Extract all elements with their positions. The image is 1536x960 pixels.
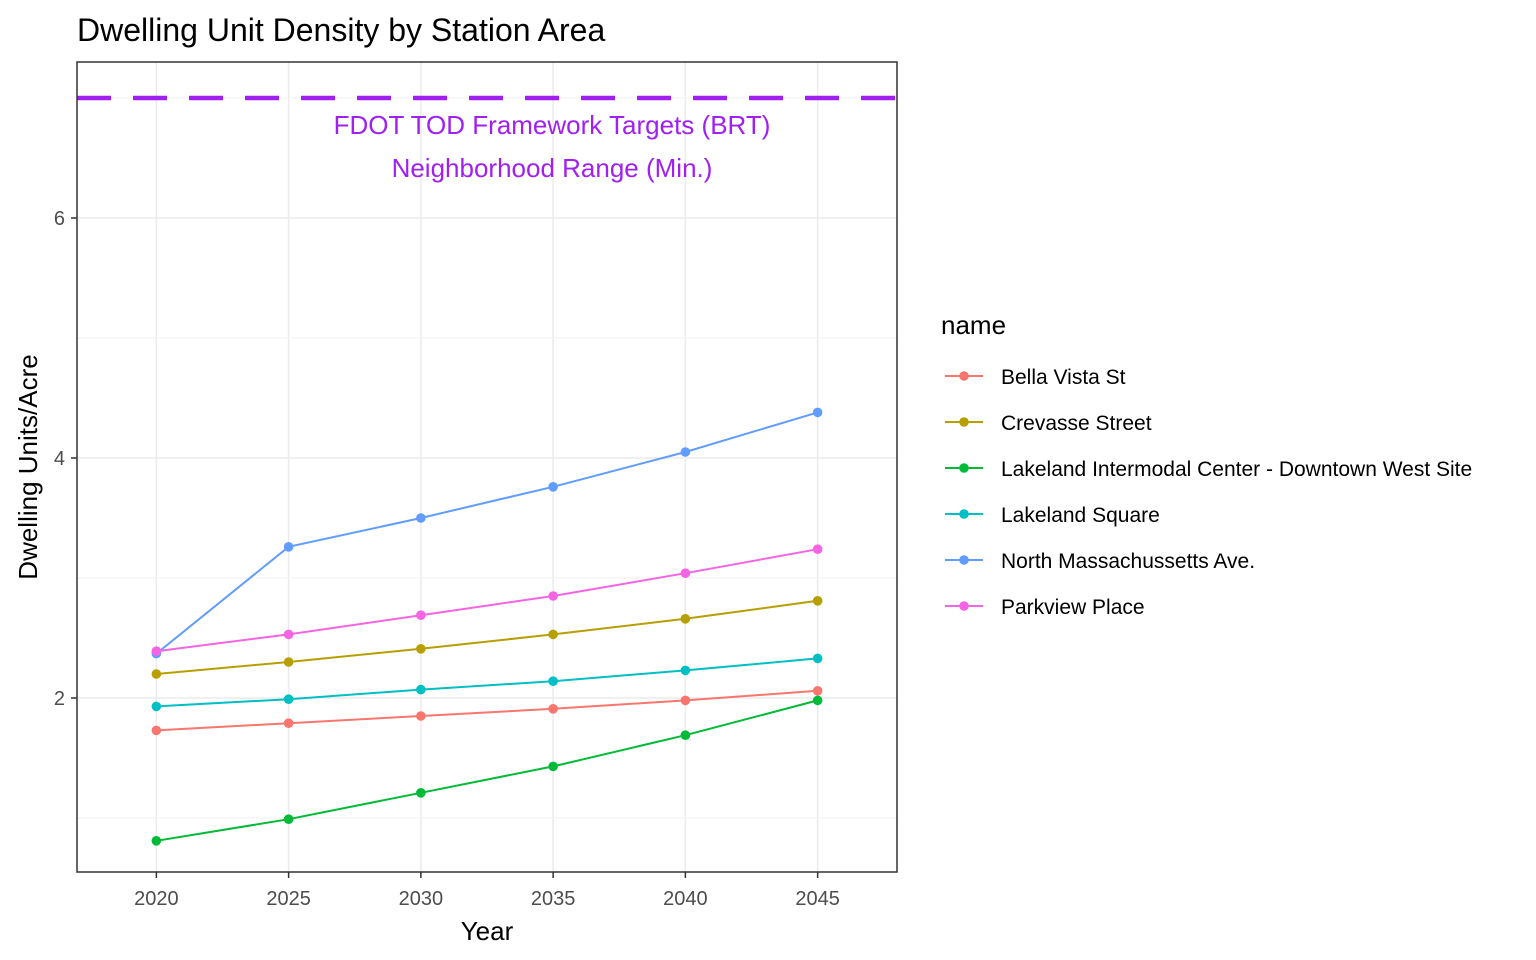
x-tick-label: 2040 (663, 888, 708, 910)
data-point (548, 629, 558, 640)
series-line (156, 699, 818, 842)
legend-label: Lakeland Intermodal Center - Downtown We… (1001, 458, 1472, 481)
legend-item: Lakeland Square (945, 504, 1160, 527)
data-point (416, 711, 426, 721)
data-point (151, 725, 162, 736)
x-tick-label: 2045 (795, 888, 840, 910)
data-point (283, 718, 294, 728)
series-line (156, 657, 818, 708)
legend-item: Bella Vista St (945, 366, 1126, 389)
data-point (812, 695, 823, 706)
data-point (416, 684, 426, 695)
series-line (156, 599, 818, 675)
data-point (812, 596, 823, 606)
reference-line-group: FDOT TOD Framework Targets (BRT) Neighbor… (77, 95, 897, 183)
legend-key-point (959, 463, 969, 473)
data-point (680, 568, 691, 578)
series-6 (151, 544, 823, 656)
series-3 (151, 695, 823, 846)
data-point (680, 614, 691, 624)
legend-label: Bella Vista St (1001, 366, 1126, 389)
series-line (155, 411, 818, 655)
y-tick-label: 4 (54, 448, 65, 470)
data-point (416, 644, 426, 654)
data-point (283, 542, 294, 552)
data-point (548, 761, 558, 772)
legend-title: name (941, 310, 1006, 340)
data-point (416, 788, 426, 798)
legend-key-point (959, 417, 969, 427)
data-point (416, 610, 426, 620)
series-line (156, 548, 818, 653)
y-tick-label: 2 (54, 688, 65, 710)
reference-label-line2: Neighborhood Range (Min.) (392, 153, 713, 183)
data-point (151, 701, 162, 712)
legend-label: Crevasse Street (1001, 412, 1152, 435)
data-point (680, 730, 691, 740)
data-point (548, 482, 558, 492)
plot-panel-border (76, 61, 898, 873)
data-point (680, 447, 691, 457)
legend-item: Crevasse Street (945, 412, 1152, 435)
series-1 (151, 686, 823, 736)
legend-key-point (959, 601, 969, 611)
series-5 (151, 407, 823, 659)
legend-label: Lakeland Square (1001, 504, 1160, 527)
y-tick-label: 6 (54, 208, 65, 230)
series-2 (151, 596, 823, 679)
data-point (548, 704, 558, 714)
data-point (680, 695, 691, 706)
series-4 (151, 653, 823, 712)
x-tick-label: 2030 (399, 888, 444, 910)
chart-title: Dwelling Unit Density by Station Area (77, 12, 605, 48)
grid-major (77, 62, 897, 872)
data-point (812, 653, 823, 664)
data-point (151, 646, 162, 656)
legend-item: Parkview Place (945, 596, 1145, 619)
data-point (283, 657, 294, 667)
legend-key-point (959, 509, 969, 519)
legend-label: Parkview Place (1001, 596, 1145, 619)
legend-key-point (959, 555, 969, 565)
data-point (416, 513, 426, 523)
data-point (283, 629, 294, 640)
data-point (548, 676, 558, 686)
series-group (151, 407, 823, 846)
data-point (283, 814, 294, 824)
data-point (812, 407, 823, 418)
data-point (680, 665, 691, 676)
legend-item: North Massachussetts Ave. (945, 550, 1255, 573)
data-point (812, 544, 823, 554)
data-point (812, 686, 823, 696)
y-axis-title: Dwelling Units/Acre (13, 354, 43, 579)
reference-label-line1: FDOT TOD Framework Targets (BRT) (334, 110, 771, 140)
legend: name Bella Vista St Crevasse Street Lakela… (941, 310, 1472, 619)
x-axis-title: Year (461, 916, 514, 946)
data-point (548, 591, 558, 601)
data-point (151, 669, 162, 679)
x-tick-label: 2035 (531, 888, 576, 910)
series-line (156, 689, 818, 732)
data-point (151, 836, 162, 846)
data-point (283, 694, 294, 704)
x-tick-label: 2025 (266, 888, 311, 910)
legend-item: Lakeland Intermodal Center - Downtown We… (945, 458, 1472, 481)
legend-label: North Massachussetts Ave. (1001, 550, 1255, 573)
x-tick-label: 2020 (134, 888, 179, 910)
legend-key-point (959, 371, 969, 381)
axis-ticks: 2 4 6 2020 2025 2030 2035 2040 2045 (54, 208, 840, 910)
